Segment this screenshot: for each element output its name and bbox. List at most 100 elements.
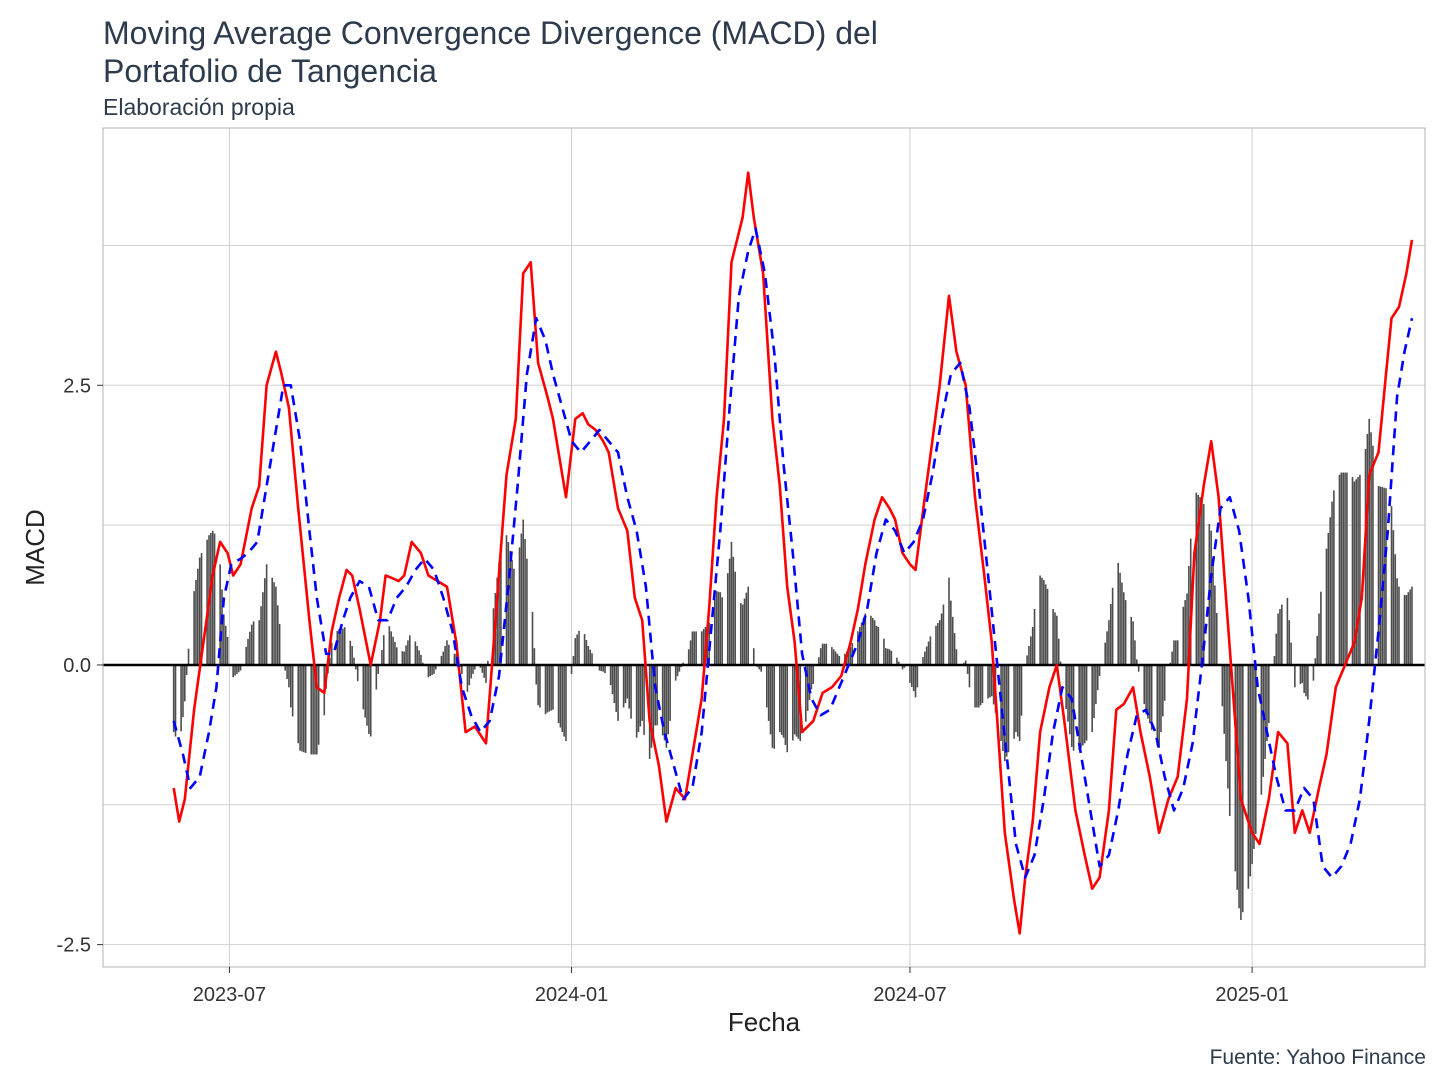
histogram-bar — [1253, 664, 1255, 849]
histogram-bar — [1381, 487, 1384, 665]
histogram-bar — [587, 645, 590, 665]
histogram-bars — [172, 418, 1413, 921]
histogram-bar — [453, 653, 456, 665]
histogram-bar — [511, 559, 513, 665]
histogram-bar — [1072, 664, 1075, 751]
histogram-bar — [546, 664, 549, 713]
grid-lines — [103, 128, 1425, 967]
histogram-bar — [858, 626, 861, 665]
histogram-bar — [198, 557, 201, 665]
histogram-bar — [1228, 664, 1231, 816]
histogram-bar — [195, 579, 197, 665]
histogram-bar — [550, 664, 552, 711]
histogram-bar — [1093, 664, 1095, 719]
histogram-bar — [1147, 664, 1149, 719]
histogram-bar — [1215, 612, 1218, 665]
macd-line — [172, 171, 1414, 935]
histogram-bar — [224, 625, 227, 665]
histogram-bar — [1017, 664, 1019, 737]
histogram-bar — [262, 592, 264, 665]
histogram-bar — [574, 638, 577, 665]
histogram-bar — [392, 636, 394, 665]
histogram-bar — [890, 650, 893, 665]
histogram-bar — [286, 664, 288, 679]
histogram-bar — [1182, 606, 1185, 665]
histogram-bar — [1301, 664, 1304, 683]
histogram-bar — [576, 634, 578, 665]
histogram-bar — [1251, 664, 1253, 865]
histogram-bar — [857, 631, 859, 665]
x-axis-title: Fecha — [728, 1007, 801, 1037]
histogram-bar — [726, 573, 729, 665]
histogram-bar — [1346, 472, 1348, 665]
signal-line — [172, 227, 1414, 879]
histogram-bar — [414, 641, 417, 665]
histogram-bar — [1041, 577, 1043, 665]
histogram-bar — [440, 656, 443, 665]
histogram-bar — [760, 664, 763, 672]
histogram-bar — [1411, 586, 1413, 665]
histogram-bar — [429, 664, 432, 677]
histogram-bar — [1314, 658, 1317, 665]
histogram-bar — [1188, 565, 1190, 665]
y-tick-label: 2.5 — [63, 375, 91, 397]
histogram-bar — [812, 664, 815, 684]
histogram-bar — [1149, 664, 1151, 724]
histogram-bar — [1221, 664, 1224, 707]
histogram-bar — [232, 664, 234, 678]
histogram-bar — [247, 638, 249, 665]
histogram-bar — [1377, 485, 1380, 665]
histogram-bar — [263, 578, 266, 665]
histogram-bar — [615, 664, 617, 712]
histogram-bar — [1150, 664, 1153, 730]
histogram-bar — [821, 643, 824, 665]
histogram-bar — [617, 664, 619, 721]
histogram-bar — [717, 591, 720, 665]
histogram-bar — [500, 555, 502, 665]
histogram-bar — [808, 664, 811, 701]
histogram-bar — [979, 664, 982, 706]
histogram-bar — [955, 649, 958, 665]
histogram-bar — [1249, 664, 1252, 877]
histogram-bar — [435, 664, 437, 670]
histogram-bar — [349, 640, 352, 665]
histogram-bar — [1030, 636, 1032, 665]
histogram-bar — [739, 603, 742, 665]
histogram-bar — [394, 642, 396, 665]
histogram-bar — [916, 664, 919, 688]
histogram-bar — [565, 664, 567, 742]
histogram-bar — [873, 620, 876, 665]
histogram-bar — [1409, 589, 1411, 665]
histogram-bar — [1372, 445, 1374, 665]
histogram-bar — [643, 664, 645, 735]
histogram-bar — [823, 643, 826, 665]
histogram-bar — [678, 664, 681, 672]
histogram-bar — [174, 664, 177, 737]
histogram-bar — [747, 586, 749, 665]
histogram-bar — [356, 664, 359, 682]
histogram-bar — [1201, 499, 1203, 665]
histogram-bar — [1379, 486, 1382, 665]
histogram-bar — [221, 589, 223, 665]
histogram-bar — [418, 650, 420, 665]
histogram-bar — [1091, 664, 1093, 733]
histogram-bar — [583, 634, 586, 665]
histogram-bar — [663, 664, 666, 741]
histogram-bar — [1299, 664, 1302, 684]
histogram-bar — [922, 657, 924, 665]
histogram-bar — [1095, 664, 1097, 705]
histogram-bar — [1294, 664, 1296, 688]
histogram-bar — [408, 635, 411, 665]
histogram-bar — [1056, 615, 1058, 665]
histogram-bar — [219, 564, 221, 665]
histogram-bar — [1370, 432, 1372, 665]
histogram-bar — [977, 664, 980, 708]
histogram-bar — [1132, 621, 1134, 665]
histogram-bar — [340, 628, 342, 665]
histogram-bar — [637, 664, 640, 733]
histogram-bar — [870, 615, 872, 665]
histogram-bar — [1333, 490, 1335, 665]
histogram-bar — [289, 664, 292, 708]
histogram-bar — [291, 664, 294, 717]
histogram-bar — [656, 664, 658, 726]
